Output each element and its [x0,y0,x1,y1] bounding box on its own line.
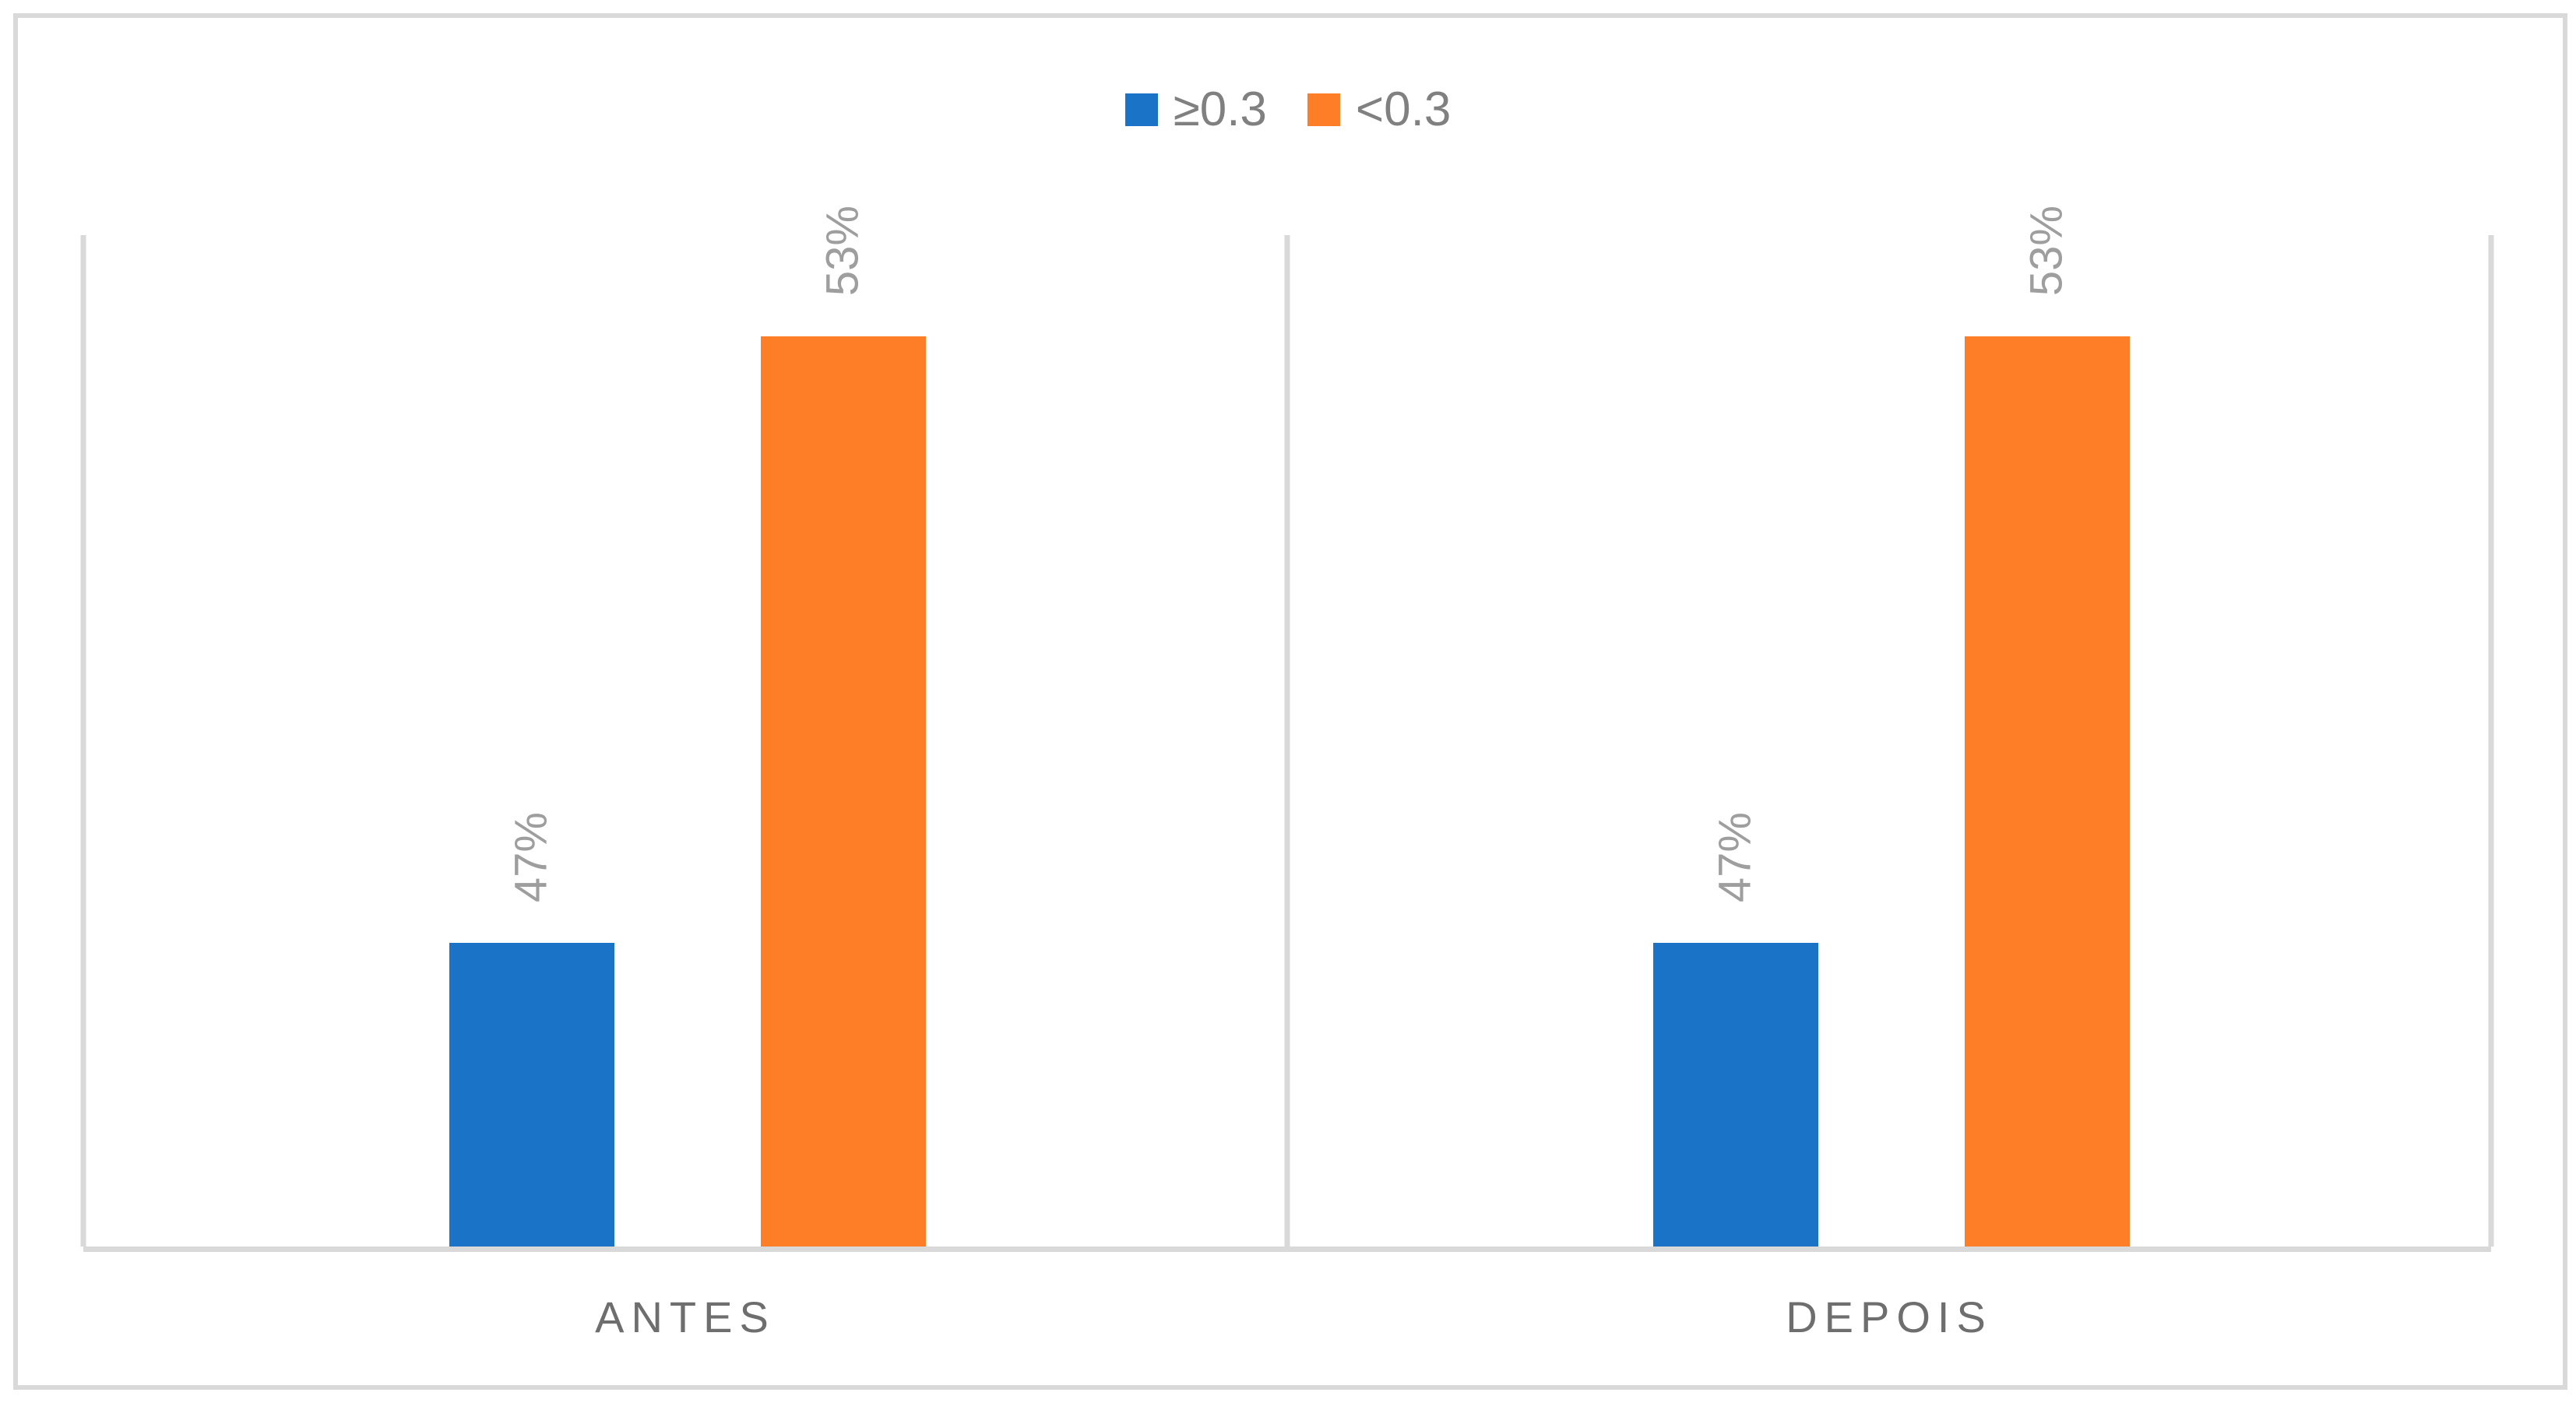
data-label-text: 53% [817,205,868,296]
category-panel: 47% 53% DEPOIS [1287,206,2491,1341]
bar [1653,943,1818,1247]
category-separator-gridline [1284,235,1290,1247]
x-axis-line [83,1247,2491,1252]
legend-label: ≥0.3 [1173,83,1267,136]
data-label-text: 47% [1709,811,1761,902]
category-axis-label: ANTES [595,1292,776,1341]
plot-area: 47% 53% ANTES 47% 53% DEPOIS [80,206,2494,1341]
data-label: 47% [505,811,557,902]
legend-swatch-icon [1307,93,1340,126]
data-label: 47% [1709,811,1761,902]
data-label: 53% [817,205,868,296]
bar [1965,336,2130,1247]
bar [761,336,926,1247]
category-axis-label: DEPOIS [1786,1292,1993,1341]
chart-border-frame [13,13,2567,1390]
legend-item: <0.3 [1307,82,1451,137]
legend-item: ≥0.3 [1124,82,1267,137]
data-label: 53% [2021,205,2072,296]
category-separator-gridline [80,235,86,1247]
category-separator-gridline [2488,235,2494,1247]
chart-legend: ≥0.3 <0.3 [0,82,2576,137]
category-panel: 47% 53% ANTES [83,206,1287,1341]
data-label-text: 53% [2021,205,2072,296]
data-label-text: 47% [505,811,557,902]
legend-label: <0.3 [1355,83,1452,136]
bar [449,943,614,1247]
legend-swatch-icon [1124,93,1158,126]
